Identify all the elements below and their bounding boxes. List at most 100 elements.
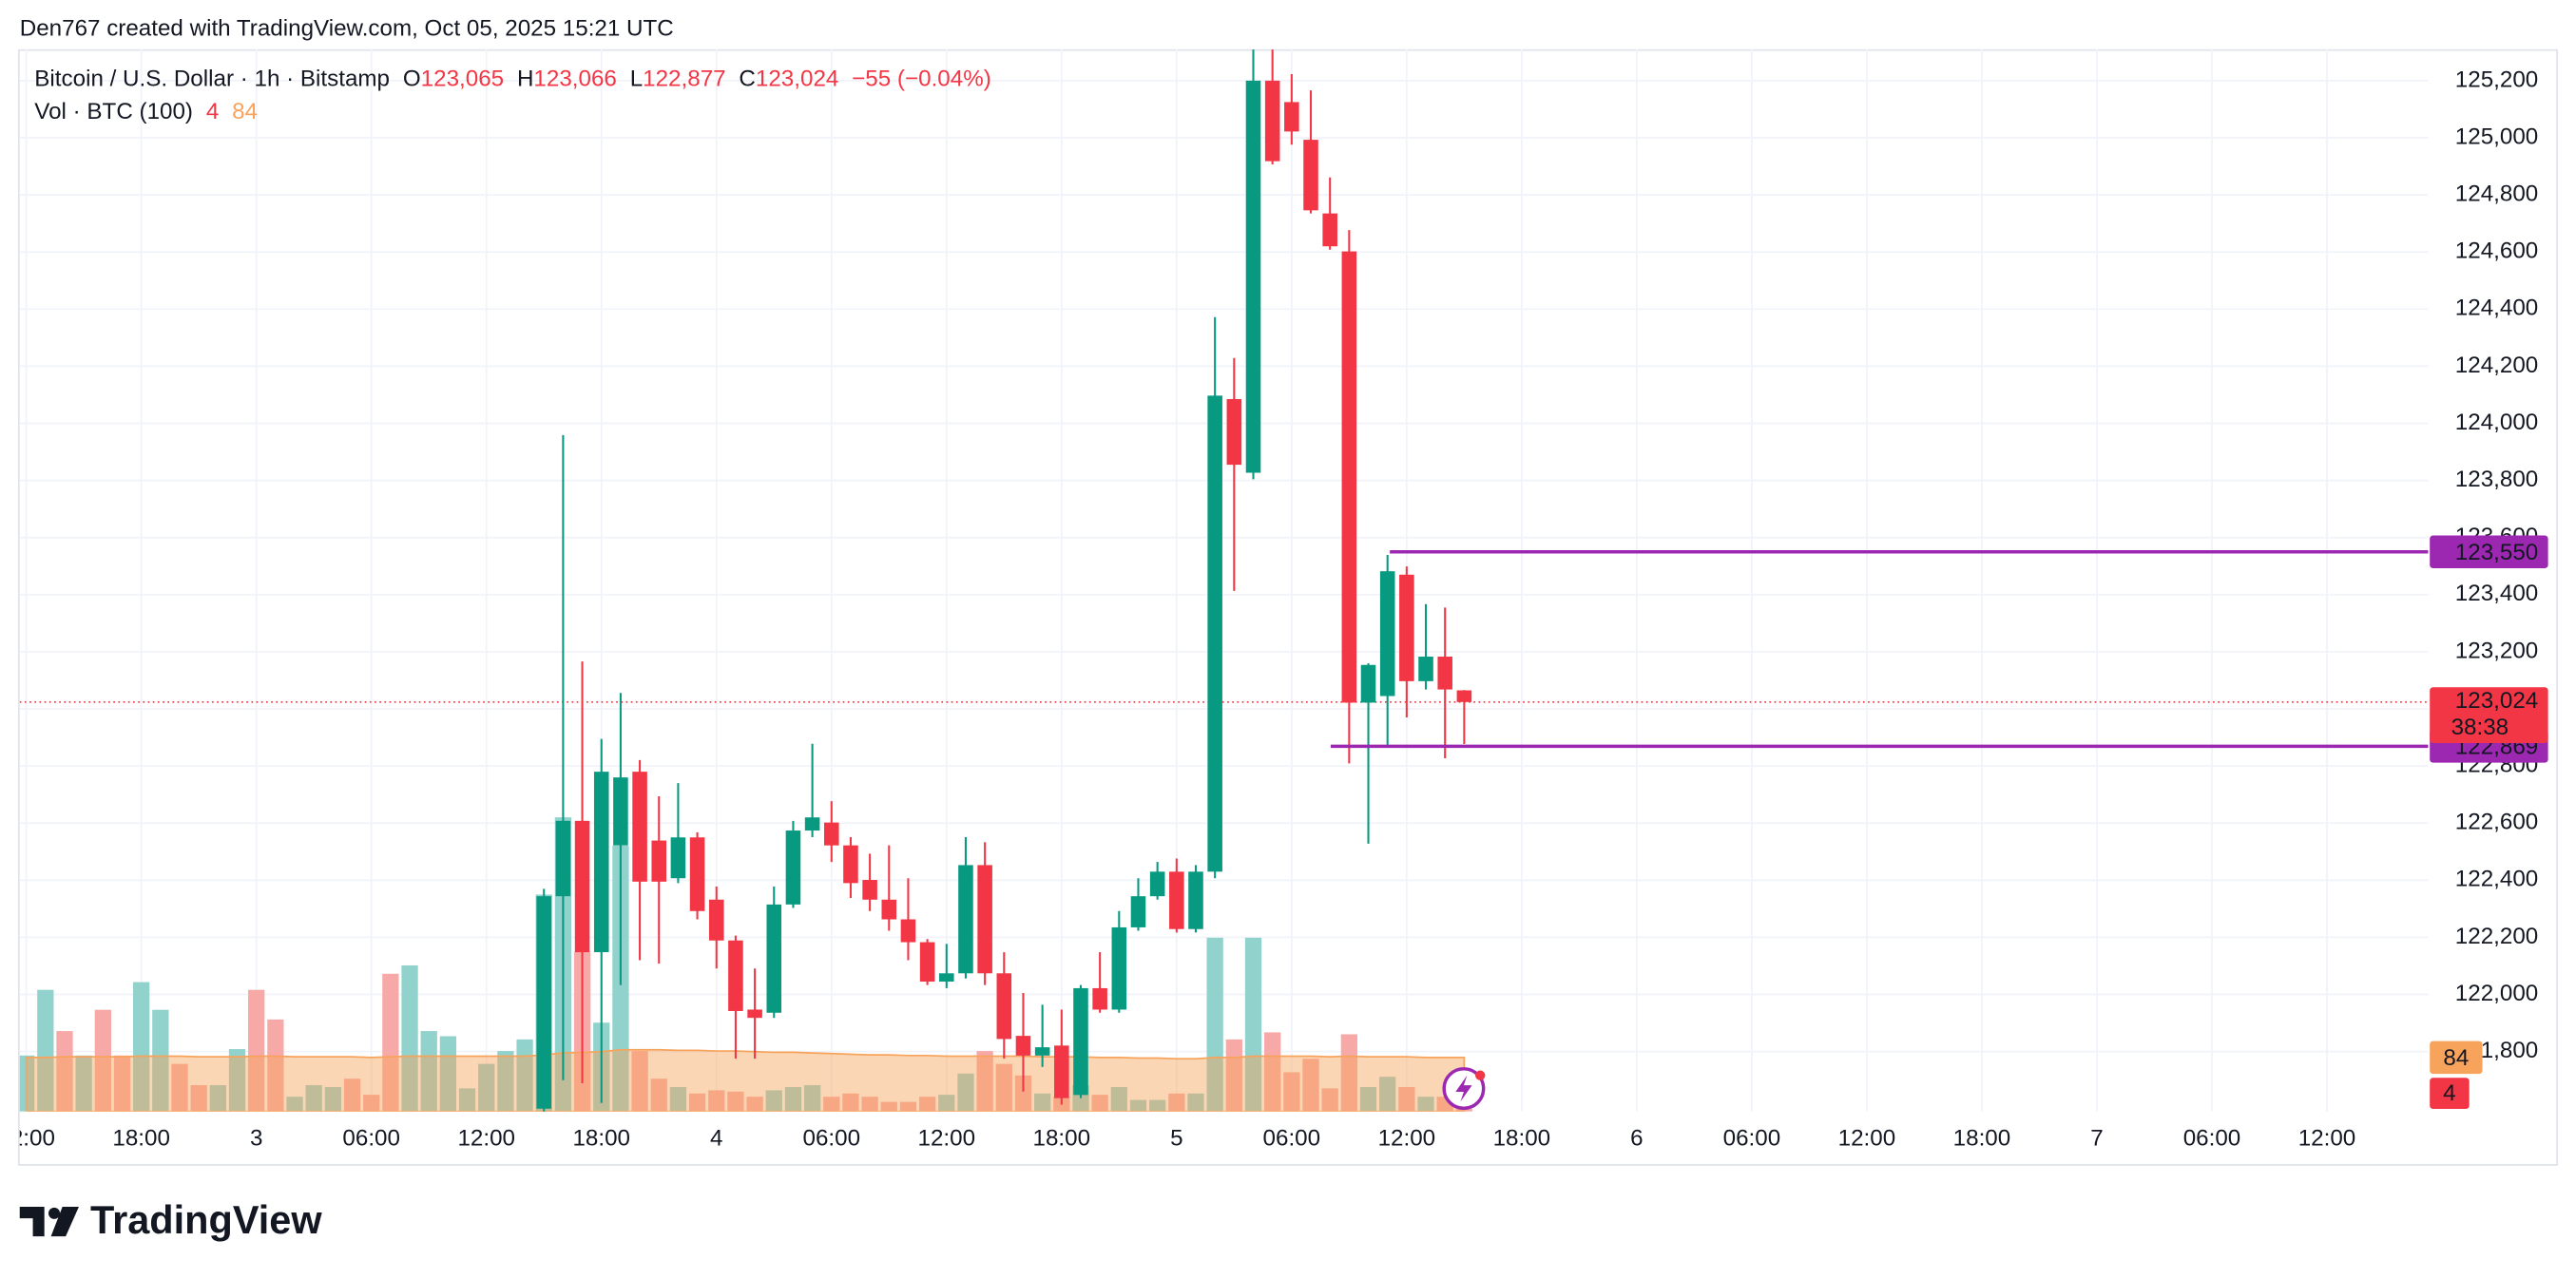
x-tick-label: 06:00 [342, 1126, 400, 1152]
y-tick-label: 123,200 [2455, 638, 2538, 663]
candle-body [785, 830, 801, 905]
candle-body [1399, 574, 1414, 681]
volume-value: 4 [206, 100, 219, 125]
candle-body [1245, 80, 1261, 473]
volume-bar [842, 1093, 859, 1112]
candle-body [1303, 140, 1318, 211]
brand-name: TradingView [90, 1197, 322, 1242]
candle-body [613, 777, 628, 846]
volume-bar [228, 1049, 246, 1112]
candle-body [689, 837, 705, 911]
volume-legend: Vol · BTC (100) 4 84 [34, 100, 258, 125]
volume-bar [516, 1039, 533, 1112]
y-tick-label: 122,000 [2455, 981, 2538, 1006]
x-tick-label: 18:00 [1493, 1126, 1551, 1152]
volume-bar [765, 1090, 782, 1112]
volume-ma-area [25, 1048, 1466, 1112]
x-tick-label: 18:00 [112, 1126, 170, 1152]
volume-label: 4 [2443, 1080, 2455, 1106]
volume-box [2430, 1078, 2470, 1110]
candle-body [708, 899, 724, 941]
price-label: 123,550 [2455, 540, 2538, 565]
volume-bar [803, 1084, 821, 1112]
volume-bar [324, 1087, 342, 1112]
volume-ma-value: 84 [232, 100, 258, 125]
candle-body [1054, 1045, 1069, 1098]
candle-body [958, 865, 973, 974]
candle-body [1418, 657, 1433, 681]
volume-bar [1149, 1099, 1166, 1112]
candle-body [843, 845, 858, 884]
candle-body [862, 880, 877, 900]
x-tick-label: 6 [1630, 1126, 1643, 1152]
volume-ma-label: 84 [2443, 1045, 2469, 1071]
candle-body [919, 942, 935, 983]
volume-bar [1379, 1077, 1396, 1112]
candle-body [574, 820, 590, 953]
credit: Den767 created with TradingView.com, Oct… [20, 15, 674, 41]
candle-body [1226, 398, 1242, 466]
volume-bar [784, 1087, 802, 1112]
volume-bar [688, 1093, 706, 1112]
volume-bar [1129, 1099, 1147, 1112]
volume-bar [708, 1090, 725, 1112]
ohlc-key: C [739, 67, 755, 92]
candle-body [670, 837, 686, 879]
volume-bar [1302, 1059, 1319, 1112]
volume-ma-box [2430, 1040, 2483, 1075]
candle-layer [19, 49, 2429, 1112]
candle-body [1092, 987, 1107, 1010]
candle-body [1130, 896, 1146, 927]
volume-bar [823, 1097, 840, 1112]
ohlc-value: 123,065 [421, 67, 504, 92]
volume-bar [1244, 937, 1262, 1112]
candle-body [1360, 664, 1376, 703]
candle-body [766, 904, 782, 1013]
y-tick-label: 122,200 [2455, 924, 2538, 949]
candle-body [823, 822, 839, 846]
volume-bar [1206, 937, 1223, 1112]
volume-bar [1283, 1072, 1300, 1112]
volume-bar [171, 1063, 188, 1112]
y-tick-label: 122,400 [2455, 867, 2538, 892]
volume-bar [1398, 1087, 1415, 1112]
y-tick-label: 122,600 [2455, 810, 2538, 835]
candle-body [1073, 987, 1088, 1096]
volume-bar [152, 1009, 169, 1112]
candle-body [728, 940, 743, 1011]
volume-bar [420, 1031, 437, 1112]
volume-bar [458, 1088, 476, 1112]
candle-body [747, 1009, 762, 1019]
candle-body [939, 973, 954, 983]
volume-bar [94, 1009, 111, 1112]
brand-logo[interactable]: TradingView [19, 1197, 323, 1242]
assistant-icon[interactable] [1442, 1067, 1486, 1111]
volume-bar [478, 1063, 495, 1112]
y-tick-label: 123,400 [2455, 581, 2538, 606]
y-tick-label: 124,200 [2455, 353, 2538, 378]
y-tick-label: 123,800 [2455, 467, 2538, 492]
volume-bar [650, 1079, 667, 1112]
volume-bar [995, 1063, 1012, 1112]
candle-body [1188, 871, 1203, 929]
last-price-box [2430, 687, 2548, 744]
candle-body [1264, 80, 1280, 162]
volume-bar [497, 1051, 514, 1112]
volume-bar [343, 1079, 361, 1112]
x-tick-label: 12:00 [457, 1126, 515, 1152]
y-tick-label: 124,000 [2455, 410, 2538, 435]
change: −55 (−0.04%) [852, 67, 991, 92]
volume-bar [133, 982, 150, 1112]
x-tick-label: 3 [250, 1126, 262, 1152]
candle-body [555, 820, 571, 897]
grid [19, 48, 2429, 1112]
volume-bar [1110, 1087, 1127, 1112]
volume-bar [1264, 1032, 1281, 1112]
legend-line: Bitcoin / U.S. Dollar · 1h · Bitstamp O12… [34, 67, 990, 92]
x-tick-label: 5 [1170, 1126, 1182, 1152]
volume-bar [1091, 1095, 1108, 1112]
y-tick-label: 124,800 [2455, 181, 2538, 206]
candle-body [1015, 1036, 1031, 1056]
candle-body [804, 817, 820, 831]
